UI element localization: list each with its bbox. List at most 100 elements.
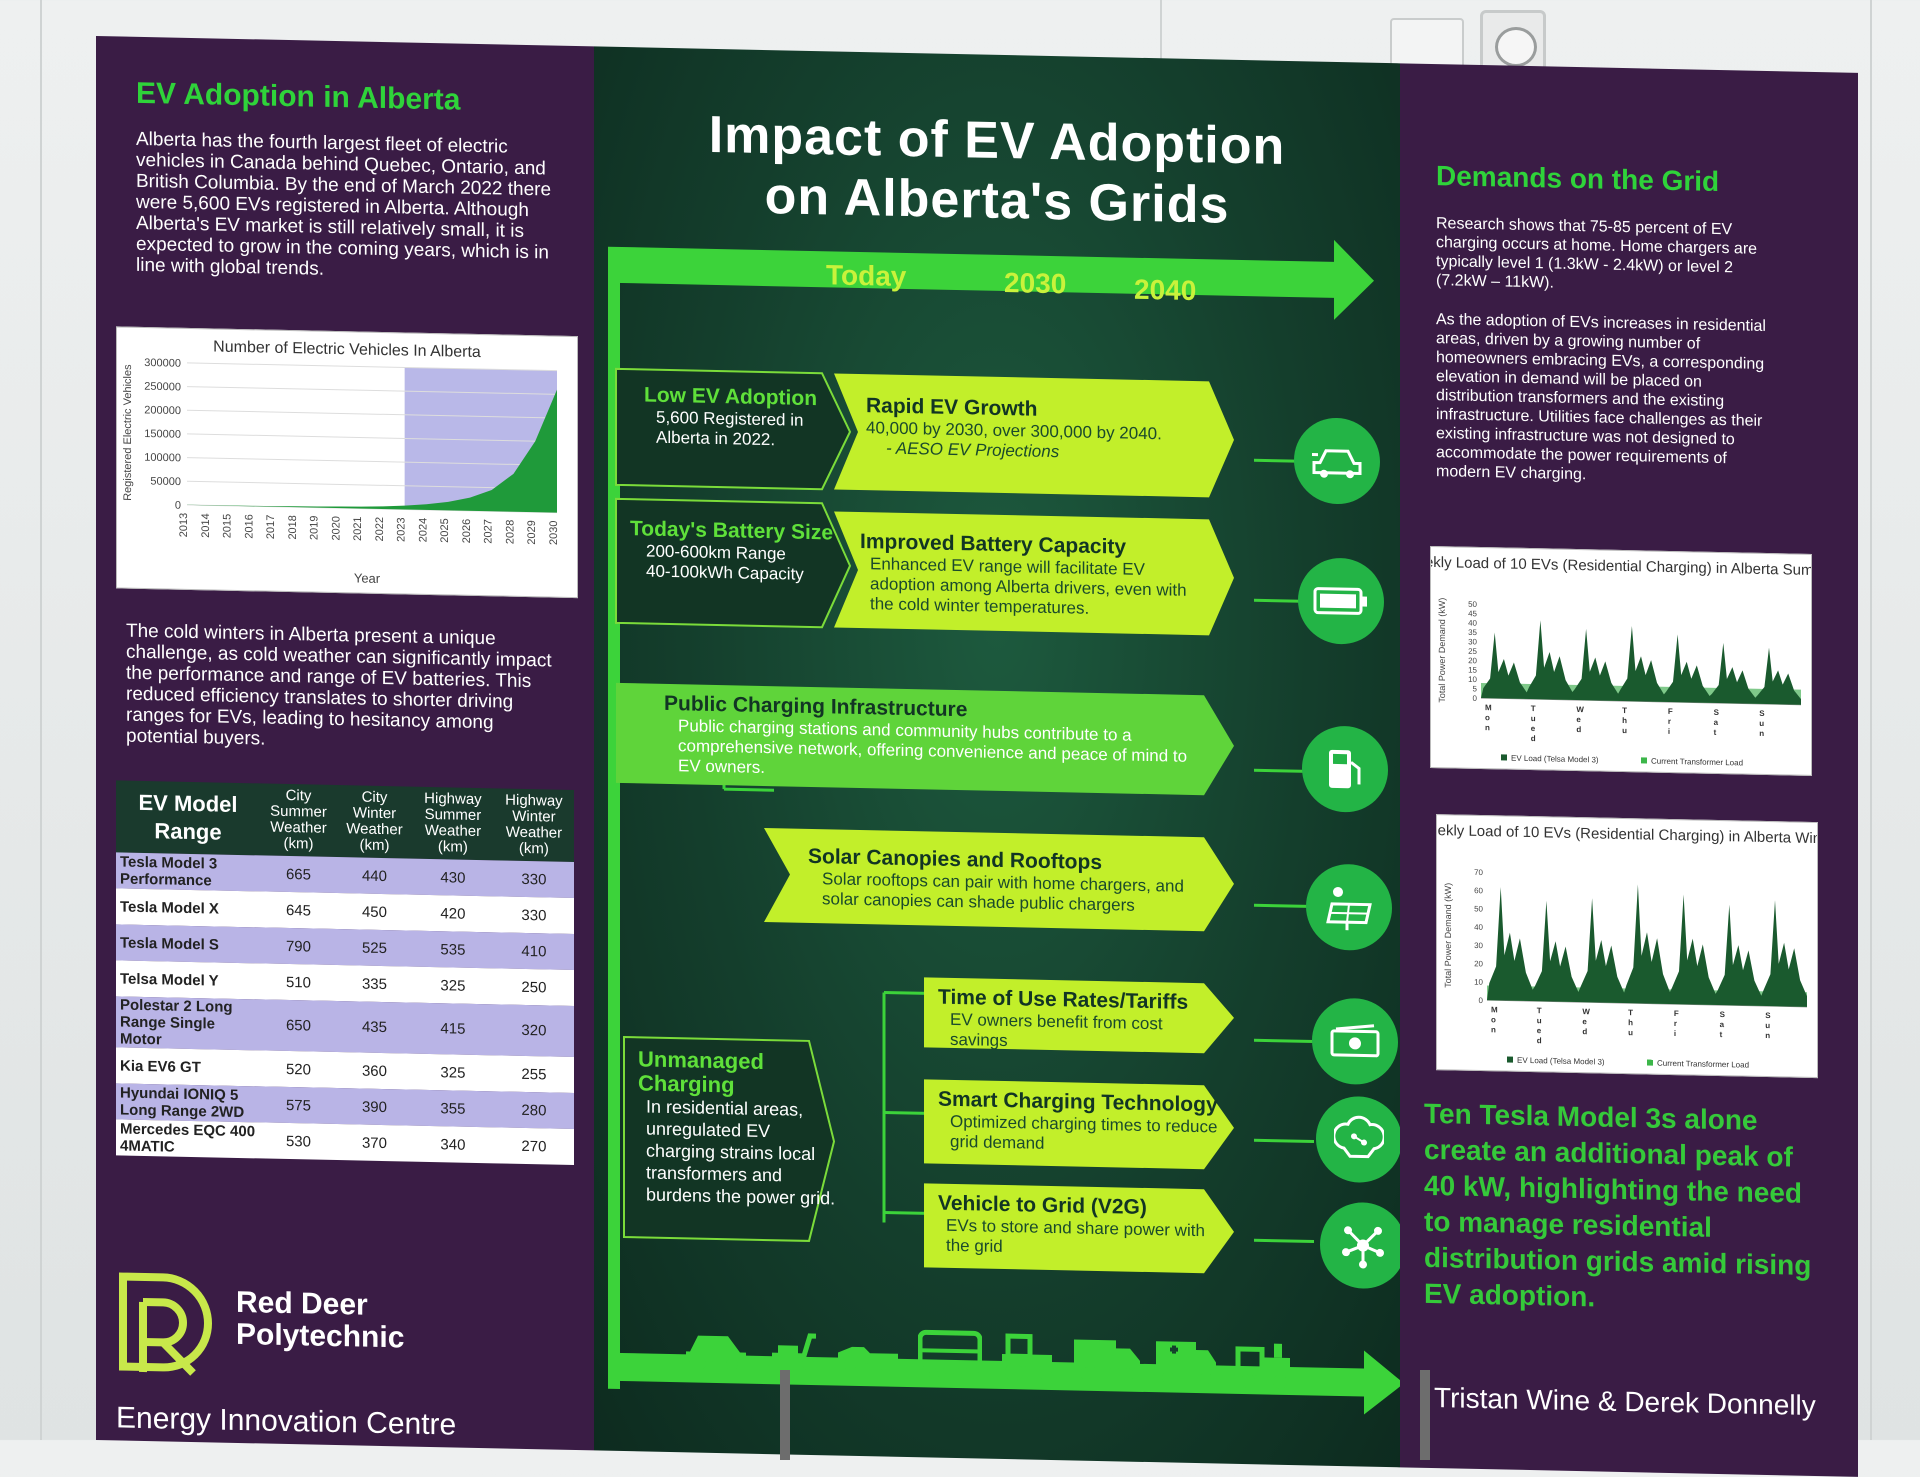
legend-label: Current Transformer Load: [1651, 757, 1743, 768]
x-tick-label: 2016: [243, 514, 255, 539]
table-cell: 330: [493, 860, 574, 899]
x-tick-label: 2025: [439, 518, 451, 543]
left-heading: EV Adoption in Alberta: [136, 76, 461, 117]
chart-title: Weekly Load of 10 EVs (Residential Charg…: [1437, 822, 1817, 848]
day-label: W: [1582, 1007, 1590, 1016]
ev-load-series: [1487, 884, 1807, 1007]
y-tick-label: 20: [1468, 656, 1477, 665]
table-header-col: Highway Summer Weather (km): [412, 786, 494, 861]
bus-icon: [918, 1329, 982, 1381]
table-cell-model: Tesla Model S: [116, 924, 260, 964]
tou-text: Time of Use Rates/Tariffs EV owners bene…: [938, 986, 1208, 1056]
y-tick-label: 10: [1468, 675, 1477, 684]
tou-chevron: [924, 977, 1234, 1054]
timeline-arrow: [608, 239, 1374, 320]
table-header-col: City Winter Weather (km): [336, 785, 412, 859]
gridline: [187, 409, 557, 419]
improved-battery-chevron: [834, 511, 1234, 636]
y-tick-label: 40: [1474, 923, 1483, 932]
table-cell: 410: [493, 932, 574, 971]
ambulance-icon: [1156, 1341, 1216, 1385]
left-intro: Alberta has the fourth largest fleet of …: [136, 128, 552, 280]
rapid-growth-text: Rapid EV Growth 40,000 by 2030, over 300…: [866, 394, 1206, 465]
table-header-col: City Summer Weather (km): [260, 783, 337, 858]
y-tick-label: 0: [1473, 694, 1478, 703]
table-cell: 390: [336, 1088, 412, 1126]
smart-charging-text: Smart Charging Technology Optimized char…: [938, 1088, 1218, 1158]
v2g-body: EVs to store and share power with the gr…: [946, 1215, 1205, 1256]
truck-icon: [1074, 1339, 1140, 1381]
convertible-icon: [838, 1346, 898, 1372]
table-cell-model: Mercedes EQC 400 4MATIC: [116, 1119, 260, 1159]
day-label: t: [1714, 728, 1717, 737]
legend-label: EV Load (Telsa Model 3): [1511, 754, 1599, 765]
legend-swatch: [1647, 1059, 1653, 1066]
x-tick-label: 2019: [309, 515, 321, 540]
gridline: [187, 433, 557, 443]
public-charging-chevron: [616, 682, 1234, 796]
ev-load-series: [1481, 620, 1801, 705]
x-tick-label: 2026: [461, 519, 473, 544]
network-icon: [1320, 1201, 1406, 1290]
left-cold-text: The cold winters in Alberta present a un…: [126, 620, 552, 750]
day-label: e: [1531, 724, 1536, 733]
table-cell: 420: [412, 894, 494, 933]
ev-range-table: EV Model Range City Summer Weather (km) Ci…: [116, 780, 574, 1166]
chart-title: Number of Electric Vehicles In Alberta: [213, 338, 481, 361]
day-label: S: [1720, 1010, 1726, 1019]
public-charging-text: Public Charging Infrastructure Public ch…: [664, 692, 1204, 787]
logo-name: Red Deer Polytechnic: [236, 1286, 404, 1355]
battery-size-text: Today's Battery Size 200-600km Range 40-…: [630, 517, 840, 585]
x-tick-label: 2017: [265, 515, 277, 540]
table-cell: 340: [412, 1125, 494, 1164]
table-cell: 330: [493, 896, 574, 935]
day-label: h: [1622, 716, 1627, 725]
solar-chevron: [764, 827, 1234, 932]
table-cell: 525: [336, 929, 412, 967]
table-cell: 530: [260, 1122, 337, 1161]
table-cell: 535: [412, 930, 494, 969]
rapid-growth-chevron: [834, 373, 1234, 498]
table-header-model: EV Model Range: [116, 780, 260, 856]
right-heading: Demands on the Grid: [1436, 160, 1720, 198]
day-label: d: [1576, 725, 1581, 734]
y-tick-label: 50: [1468, 600, 1477, 609]
table-cell: 325: [412, 966, 494, 1005]
day-label: d: [1537, 1036, 1542, 1045]
day-label: h: [1628, 1018, 1633, 1027]
day-label: T: [1537, 1006, 1542, 1015]
table-cell: 355: [412, 1089, 494, 1128]
legend-swatch: [1641, 757, 1647, 764]
y-tick-label: 70: [1474, 868, 1483, 877]
table-cell-model: Polestar 2 Long Range Single Motor: [116, 996, 260, 1051]
car-charging-icon: [1294, 417, 1380, 505]
legend-label: EV Load (Telsa Model 3): [1517, 1056, 1605, 1067]
day-label: e: [1582, 1017, 1587, 1026]
x-tick-label: 2013: [178, 513, 190, 538]
right-panel: Demands on the Grid Research shows that …: [1400, 63, 1858, 1477]
day-label: e: [1537, 1026, 1542, 1035]
chart-title: Weekly Load of 10 EVs (Residential Charg…: [1431, 553, 1811, 579]
table-cell: 450: [336, 893, 412, 931]
improved-battery-text: Improved Battery Capacity Enhanced EV ra…: [860, 530, 1200, 621]
day-label: u: [1628, 1028, 1633, 1037]
wall-seam: [1870, 0, 1872, 1440]
winter-load-chart: Weekly Load of 10 EVs (Residential Charg…: [1415, 814, 1839, 1079]
summer-load-chart: Weekly Load of 10 EVs (Residential Charg…: [1403, 545, 1840, 776]
day-label: n: [1491, 1025, 1496, 1034]
day-label: u: [1622, 726, 1627, 735]
y-tick-label: 20: [1474, 959, 1483, 968]
x-tick-label: 2015: [222, 514, 234, 539]
day-label: t: [1720, 1030, 1723, 1039]
summer-load-chart-svg: Weekly Load of 10 EVs (Residential Charg…: [1403, 553, 1840, 768]
day-label: e: [1576, 715, 1581, 724]
low-adoption-text: Low EV Adoption 5,600 Registered in Albe…: [644, 383, 824, 451]
easel-leg: [1420, 1370, 1430, 1460]
y-tick-label: 0: [175, 500, 181, 512]
timeline-today: Today: [826, 259, 907, 292]
right-p1: Research shows that 75-85 percent of EV …: [1436, 215, 1758, 292]
y-tick-label: 5: [1473, 684, 1478, 693]
table-body: Tesla Model 3 Performance 665 440 430 330 Tes…: [116, 852, 574, 1166]
unmanaged-body: In residential areas, unregulated EV cha…: [646, 1096, 836, 1209]
day-label: S: [1759, 709, 1765, 718]
